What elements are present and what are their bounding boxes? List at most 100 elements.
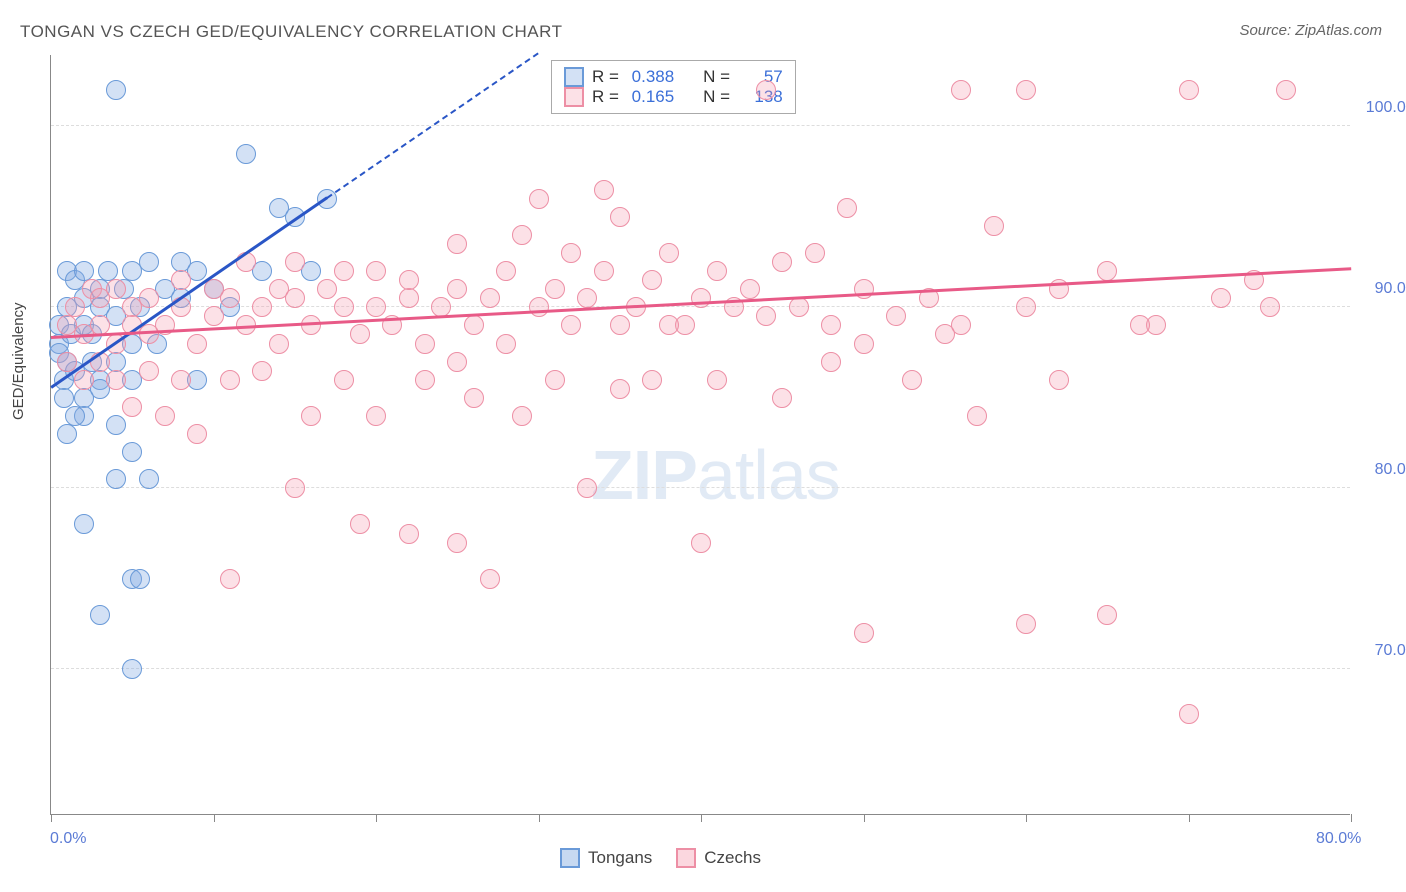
- data-point: [139, 252, 159, 272]
- data-point: [171, 370, 191, 390]
- legend-label: Czechs: [704, 848, 761, 868]
- data-point: [122, 659, 142, 679]
- data-point: [691, 288, 711, 308]
- legend-row: R = 0.165 N = 138: [564, 87, 783, 107]
- data-point: [1097, 605, 1117, 625]
- data-point: [366, 297, 386, 317]
- data-point: [1016, 80, 1036, 100]
- data-point: [317, 279, 337, 299]
- data-point: [1260, 297, 1280, 317]
- y-axis-label: GED/Equivalency: [10, 302, 27, 420]
- data-point: [561, 243, 581, 263]
- data-point: [951, 315, 971, 335]
- legend-r-label: R =: [592, 87, 624, 107]
- data-point: [350, 324, 370, 344]
- data-point: [610, 315, 630, 335]
- data-point: [139, 361, 159, 381]
- data-point: [854, 623, 874, 643]
- data-point: [707, 370, 727, 390]
- x-tick: [539, 814, 540, 822]
- legend-label: Tongans: [588, 848, 652, 868]
- data-point: [756, 306, 776, 326]
- data-point: [837, 198, 857, 218]
- y-tick-label: 80.0%: [1375, 461, 1406, 479]
- data-point: [269, 334, 289, 354]
- data-point: [545, 279, 565, 299]
- legend-swatch: [564, 67, 584, 87]
- data-point: [236, 144, 256, 164]
- x-tick: [701, 814, 702, 822]
- data-point: [74, 514, 94, 534]
- data-point: [106, 279, 126, 299]
- data-point: [464, 388, 484, 408]
- data-point: [334, 261, 354, 281]
- data-point: [707, 261, 727, 281]
- data-point: [1049, 370, 1069, 390]
- data-point: [399, 524, 419, 544]
- data-point: [220, 288, 240, 308]
- data-point: [529, 297, 549, 317]
- data-point: [659, 315, 679, 335]
- data-point: [1211, 288, 1231, 308]
- legend-item: Czechs: [676, 848, 761, 868]
- data-point: [285, 288, 305, 308]
- data-point: [577, 478, 597, 498]
- data-point: [139, 288, 159, 308]
- x-tick: [376, 814, 377, 822]
- data-point: [399, 270, 419, 290]
- data-point: [122, 442, 142, 462]
- data-point: [334, 370, 354, 390]
- data-point: [366, 406, 386, 426]
- data-point: [220, 569, 240, 589]
- data-point: [854, 279, 874, 299]
- data-point: [187, 424, 207, 444]
- data-point: [821, 352, 841, 372]
- data-point: [350, 514, 370, 534]
- legend-swatch: [560, 848, 580, 868]
- data-point: [106, 415, 126, 435]
- data-point: [902, 370, 922, 390]
- data-point: [659, 243, 679, 263]
- gridline: [51, 125, 1350, 126]
- data-point: [610, 379, 630, 399]
- x-tick: [214, 814, 215, 822]
- data-point: [106, 370, 126, 390]
- legend-swatch: [676, 848, 696, 868]
- data-point: [854, 334, 874, 354]
- data-point: [886, 306, 906, 326]
- data-point: [301, 406, 321, 426]
- x-tick: [1026, 814, 1027, 822]
- data-point: [967, 406, 987, 426]
- data-point: [772, 388, 792, 408]
- data-point: [577, 288, 597, 308]
- legend-r-value: 0.165: [632, 87, 686, 107]
- data-point: [1130, 315, 1150, 335]
- x-tick: [864, 814, 865, 822]
- data-point: [512, 225, 532, 245]
- data-point: [740, 279, 760, 299]
- chart-title: TONGAN VS CZECH GED/EQUIVALENCY CORRELAT…: [20, 22, 562, 42]
- x-tick: [1189, 814, 1190, 822]
- data-point: [529, 189, 549, 209]
- data-point: [122, 397, 142, 417]
- data-point: [447, 352, 467, 372]
- data-point: [74, 370, 94, 390]
- data-point: [155, 406, 175, 426]
- data-point: [1016, 297, 1036, 317]
- data-point: [98, 261, 118, 281]
- y-tick-label: 70.0%: [1375, 642, 1406, 660]
- data-point: [496, 334, 516, 354]
- data-point: [252, 297, 272, 317]
- data-point: [610, 207, 630, 227]
- x-tick: [51, 814, 52, 822]
- data-point: [220, 370, 240, 390]
- legend-r-label: R =: [592, 67, 624, 87]
- watermark-rest: atlas: [697, 436, 840, 514]
- legend-item: Tongans: [560, 848, 652, 868]
- data-point: [496, 261, 516, 281]
- y-tick-label: 90.0%: [1375, 280, 1406, 298]
- data-point: [1016, 614, 1036, 634]
- data-point: [54, 388, 74, 408]
- source-label: Source: ZipAtlas.com: [1239, 22, 1382, 39]
- watermark-bold: ZIP: [591, 436, 697, 514]
